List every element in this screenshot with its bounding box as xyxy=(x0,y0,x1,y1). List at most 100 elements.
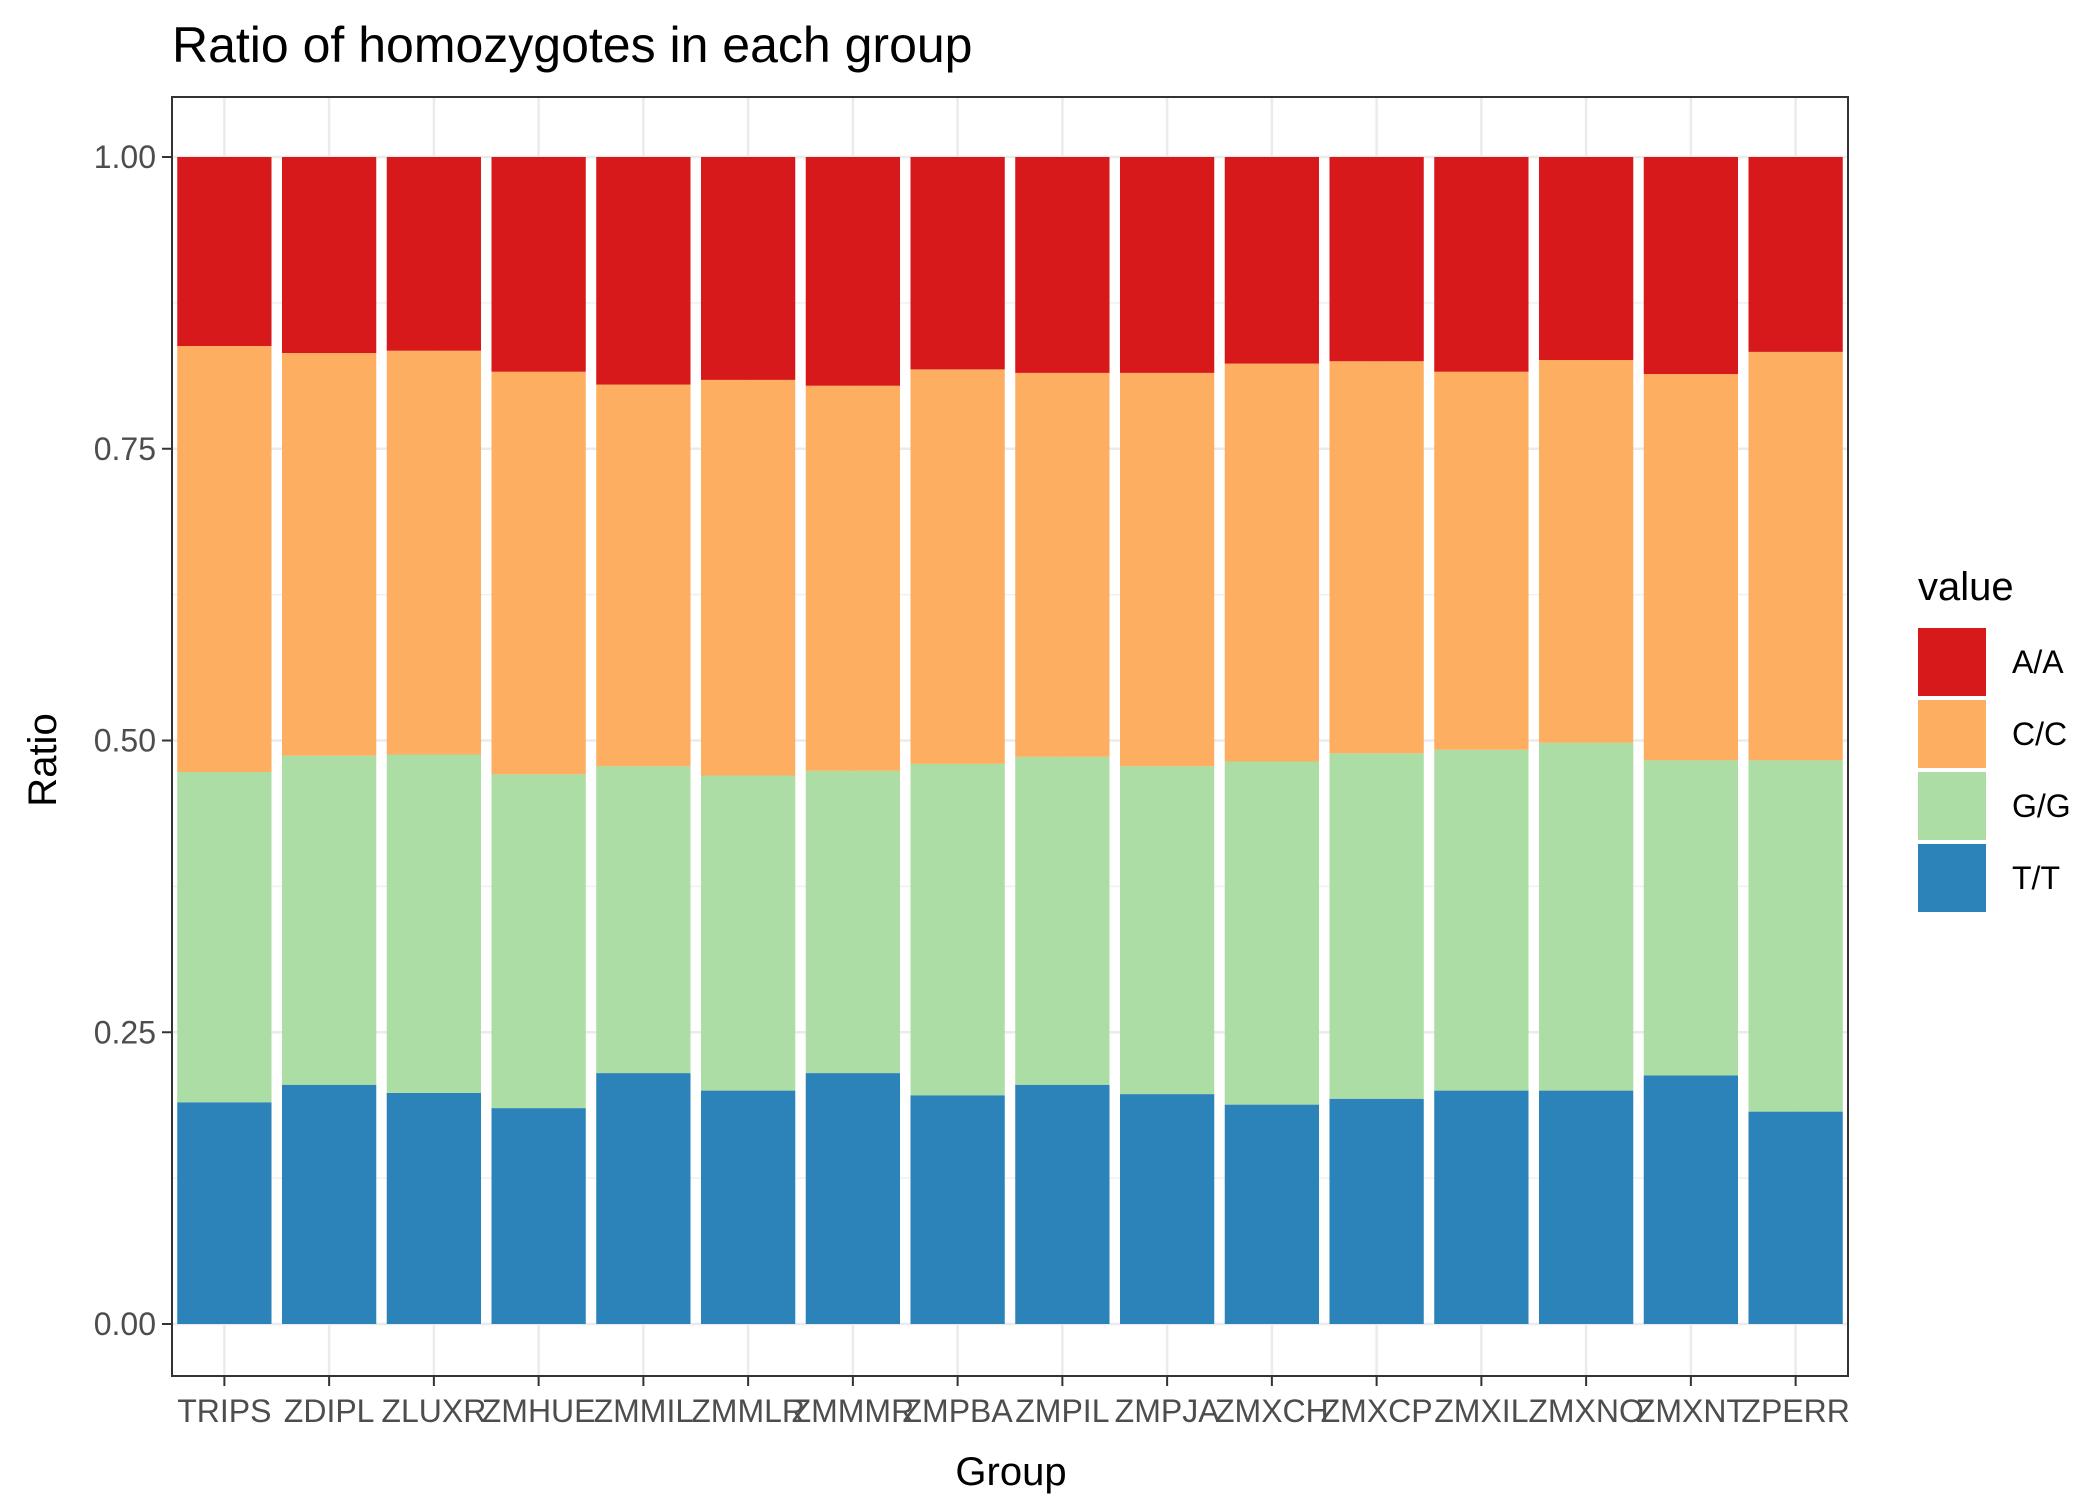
bar-segment-aa xyxy=(1329,157,1424,362)
legend-key-cc xyxy=(1918,700,1986,768)
bar-segment-cc xyxy=(491,371,586,775)
bar-segment-cc xyxy=(910,369,1005,764)
bar-segment-gg xyxy=(281,755,377,1085)
bar-segment-tt xyxy=(1119,1094,1215,1324)
bar-segment-aa xyxy=(1643,157,1739,375)
bar-segment-cc xyxy=(177,346,272,773)
x-tick-label: ZDIPL xyxy=(284,1393,375,1429)
bar-segment-aa xyxy=(491,157,586,372)
y-tick-label: 1.00 xyxy=(94,139,156,175)
bar-segment-gg xyxy=(386,754,482,1093)
bar-segment-gg xyxy=(1119,766,1215,1095)
bar-segment-aa xyxy=(177,157,272,347)
bar-segment-aa xyxy=(386,157,482,351)
chart-title: Ratio of homozygotes in each group xyxy=(172,17,973,73)
legend-label-aa: A/A xyxy=(2012,644,2064,680)
bar-segment-cc xyxy=(596,384,691,767)
bar-segment-gg xyxy=(1015,756,1110,1085)
bar-segment-aa xyxy=(596,157,691,385)
legend-label-gg: G/G xyxy=(2012,788,2071,824)
legend-label-tt: T/T xyxy=(2012,860,2060,896)
x-tick-label: ZMXNO xyxy=(1528,1393,1644,1429)
y-tick-label: 0.75 xyxy=(94,431,156,467)
bar-segment-gg xyxy=(1538,742,1634,1091)
bar-segment-cc xyxy=(1643,374,1739,761)
y-tick-label: 0.25 xyxy=(94,1014,156,1050)
bar-segment-gg xyxy=(1329,753,1424,1099)
bar-segment-aa xyxy=(281,157,377,354)
x-tick-label: ZMXCP xyxy=(1321,1393,1433,1429)
x-tick-label: ZMPIL xyxy=(1015,1393,1109,1429)
bar-segment-aa xyxy=(1224,157,1320,364)
bar-segment-gg xyxy=(1434,749,1529,1091)
legend-title: value xyxy=(1918,565,2014,609)
x-axis-title: Group xyxy=(955,1450,1066,1494)
bar-segment-gg xyxy=(700,775,796,1091)
panel-border xyxy=(171,96,1849,1377)
bar-segment-tt xyxy=(491,1108,586,1324)
x-tick-label: ZLUXR xyxy=(381,1393,486,1429)
bar-segment-aa xyxy=(1434,157,1529,372)
x-tick-label: ZMMMR xyxy=(792,1393,915,1429)
legend-key-tt xyxy=(1918,844,1986,912)
bar-segment-gg xyxy=(596,766,691,1074)
x-tick-label: TRIPS xyxy=(177,1393,271,1429)
bar-segment-tt xyxy=(1538,1090,1634,1324)
bar-segment-cc xyxy=(1224,363,1320,762)
bar-segment-tt xyxy=(281,1084,377,1324)
bar-segment-cc xyxy=(386,350,482,755)
x-tick-label: ZMXCH xyxy=(1215,1393,1329,1429)
y-axis-title: Ratio xyxy=(21,713,65,806)
bar-segment-cc xyxy=(805,385,901,771)
x-tick-label: ZMHUE xyxy=(482,1393,596,1429)
bar-segment-cc xyxy=(1748,351,1843,761)
bar-segment-tt xyxy=(910,1095,1005,1324)
bar-segment-tt xyxy=(805,1073,901,1324)
bar-segment-gg xyxy=(491,774,586,1109)
bar-segment-tt xyxy=(386,1092,482,1324)
bar-segment-aa xyxy=(910,157,1005,370)
legend-key-aa xyxy=(1918,628,1986,696)
bar-segment-tt xyxy=(596,1073,691,1324)
bar-segment-tt xyxy=(1748,1111,1843,1324)
x-tick-label: ZMMIL xyxy=(594,1393,694,1429)
bar-segment-aa xyxy=(1119,157,1215,373)
bar-segment-cc xyxy=(700,379,796,776)
bar-segment-tt xyxy=(177,1102,272,1324)
x-tick-label: ZMPJA xyxy=(1115,1393,1221,1429)
bar-segment-aa xyxy=(1538,157,1634,361)
bar-segment-gg xyxy=(1748,760,1843,1112)
bar-segment-tt xyxy=(1015,1084,1110,1324)
x-tick-label: ZMXNT xyxy=(1636,1393,1746,1429)
bar-segment-aa xyxy=(805,157,901,386)
legend-label-cc: C/C xyxy=(2012,716,2067,752)
bar-segment-tt xyxy=(700,1090,796,1324)
bar-segment-cc xyxy=(281,353,377,756)
bar-segment-aa xyxy=(1748,157,1843,352)
bar-segment-aa xyxy=(700,157,796,380)
legend: value A/A C/C G/G T/T xyxy=(1918,565,2071,912)
bar-segment-cc xyxy=(1329,361,1424,754)
bar-segment-gg xyxy=(805,770,901,1074)
legend-key-gg xyxy=(1918,772,1986,840)
bar-segment-tt xyxy=(1643,1075,1739,1324)
bar-segment-tt xyxy=(1329,1098,1424,1324)
plot-area: 0.00 0.25 0.50 0.75 1.00 TRIPS ZDIPL ZLUXRZMHUE… xyxy=(94,96,1850,1429)
y-tick-label: 0.00 xyxy=(94,1306,156,1342)
x-tick-label: ZMXIL xyxy=(1434,1393,1528,1429)
y-tick-label: 0.50 xyxy=(94,723,156,759)
bar-segment-cc xyxy=(1015,372,1110,757)
bar-segment-gg xyxy=(1224,761,1320,1105)
bar-segment-gg xyxy=(177,772,272,1103)
bar-segment-gg xyxy=(1643,760,1739,1076)
bar-segment-cc xyxy=(1434,371,1529,750)
bar-segment-cc xyxy=(1538,360,1634,743)
x-tick-label: ZPERR xyxy=(1741,1393,1849,1429)
bar-segment-tt xyxy=(1434,1090,1529,1324)
bar-segment-tt xyxy=(1224,1104,1320,1324)
x-tick-label: ZMMLR xyxy=(691,1393,805,1429)
bar-segment-gg xyxy=(910,763,1005,1096)
x-tick-label: ZMPBA xyxy=(903,1393,1014,1429)
bar-segment-cc xyxy=(1119,372,1215,767)
